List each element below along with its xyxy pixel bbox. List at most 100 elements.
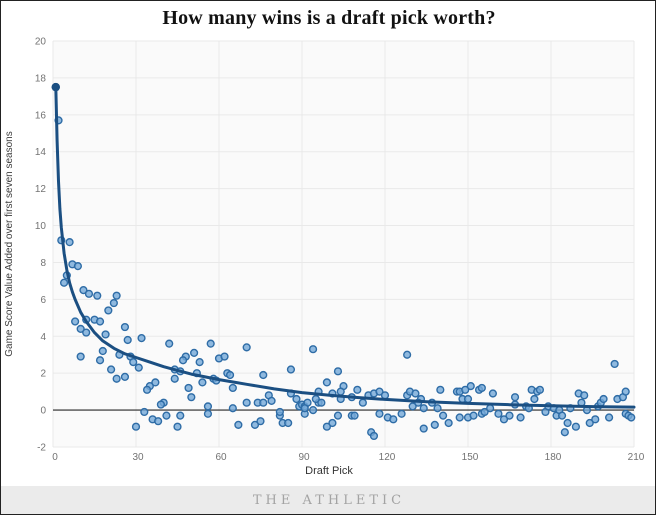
scatter-point — [176, 411, 185, 420]
scatter-point — [610, 359, 619, 369]
scatter-point — [585, 418, 594, 428]
scatter-point — [333, 367, 343, 376]
x-tick-label: 120 — [379, 452, 396, 463]
scatter-point — [411, 389, 420, 398]
scatter-points — [51, 83, 636, 441]
scatter-point — [358, 398, 367, 407]
scatter-point — [499, 415, 509, 424]
x-tick-label: 0 — [52, 452, 58, 463]
scatter-point — [505, 411, 514, 420]
scatter-point — [286, 365, 296, 374]
scatter-point — [154, 417, 163, 426]
scatter-point — [120, 372, 130, 381]
scatter-point — [156, 400, 166, 409]
scatter-point — [580, 391, 589, 400]
scatter-point — [170, 374, 179, 383]
scatter-point — [206, 339, 215, 348]
scatter-point — [322, 422, 332, 431]
scatter-point — [403, 350, 412, 359]
scatter-point — [591, 415, 600, 424]
scatter-point — [162, 411, 171, 420]
scatter-point — [333, 411, 343, 420]
x-tick-label: 30 — [132, 452, 144, 463]
scatter-point — [535, 385, 545, 394]
scatter-point — [375, 409, 384, 418]
scatter-point — [142, 385, 152, 394]
scatter-point — [134, 363, 143, 372]
scatter-point — [599, 394, 608, 404]
y-tick-label: 6 — [40, 295, 46, 306]
scatter-point — [137, 334, 146, 343]
scatter-point — [76, 324, 85, 333]
scatter-point — [419, 404, 428, 413]
scatter-point — [461, 385, 470, 394]
footer-band: THE ATHLETIC — [1, 486, 655, 514]
y-tick-label: 14 — [35, 147, 47, 158]
scatter-point — [328, 418, 337, 428]
x-tick-label: 60 — [215, 452, 227, 463]
scatter-point — [419, 424, 428, 433]
scatter-point — [494, 409, 503, 418]
scatter-point — [151, 378, 160, 387]
scatter-point — [198, 378, 207, 387]
scatter-point — [84, 289, 94, 298]
scatter-point — [187, 393, 196, 402]
scatter-point — [165, 339, 174, 348]
scatter-point — [190, 348, 199, 357]
scatter-point — [397, 409, 406, 418]
scatter-point — [112, 374, 121, 383]
scatter-point — [140, 407, 149, 417]
scatter-point — [317, 398, 326, 407]
scatter-point — [203, 402, 213, 411]
y-tick-label: 12 — [35, 184, 47, 195]
y-tick-label: 16 — [35, 110, 47, 121]
scatter-point — [510, 393, 520, 402]
scatter-point — [112, 291, 121, 300]
scatter-point — [563, 418, 572, 428]
x-tick-label: 90 — [298, 452, 310, 463]
scatter-point — [477, 383, 486, 393]
y-axis-title: Game Score Value Added over first seven … — [4, 131, 15, 357]
scatter-point — [444, 418, 453, 428]
scatter-point — [389, 415, 398, 424]
scatter-point — [530, 394, 539, 404]
chart-title: How many wins is a draft pick worth? — [162, 7, 496, 29]
scatter-point — [284, 418, 293, 428]
scatter-point — [436, 385, 445, 394]
scatter-point — [308, 345, 318, 354]
scatter-point — [486, 404, 495, 413]
x-axis-title: Draft Pick — [305, 465, 353, 477]
scatter-point — [466, 382, 475, 391]
scatter-point — [101, 330, 110, 339]
scatter-point — [516, 413, 525, 422]
scatter-point — [184, 383, 193, 393]
scatter-point — [59, 278, 69, 287]
scatter-point — [65, 238, 74, 247]
scatter-point — [95, 356, 105, 365]
scatter-point — [369, 431, 379, 441]
scatter-point — [455, 413, 464, 422]
x-tick-labels: 0 30 60 90 120 150 180 210 — [52, 452, 645, 463]
trend-start-point — [51, 82, 60, 92]
scatter-point — [178, 356, 188, 365]
scatter-point — [256, 417, 265, 426]
scatter-point — [123, 335, 132, 345]
scatter-point — [463, 394, 473, 404]
scatter-point — [439, 411, 448, 420]
scatter-point — [95, 317, 105, 326]
scatter-point — [259, 370, 268, 380]
scatter-point — [120, 322, 130, 332]
scatter-point — [82, 328, 91, 337]
scatter-point — [375, 387, 384, 396]
scatter-point — [336, 387, 345, 396]
scatter-point — [73, 262, 83, 271]
footer-brand: THE ATHLETIC — [252, 492, 406, 508]
scatter-point — [250, 420, 260, 429]
scatter-point — [488, 389, 498, 398]
scatter-point — [173, 422, 182, 431]
scatter-point — [79, 286, 88, 295]
scatter-point — [129, 358, 138, 367]
scatter-point — [234, 420, 243, 429]
